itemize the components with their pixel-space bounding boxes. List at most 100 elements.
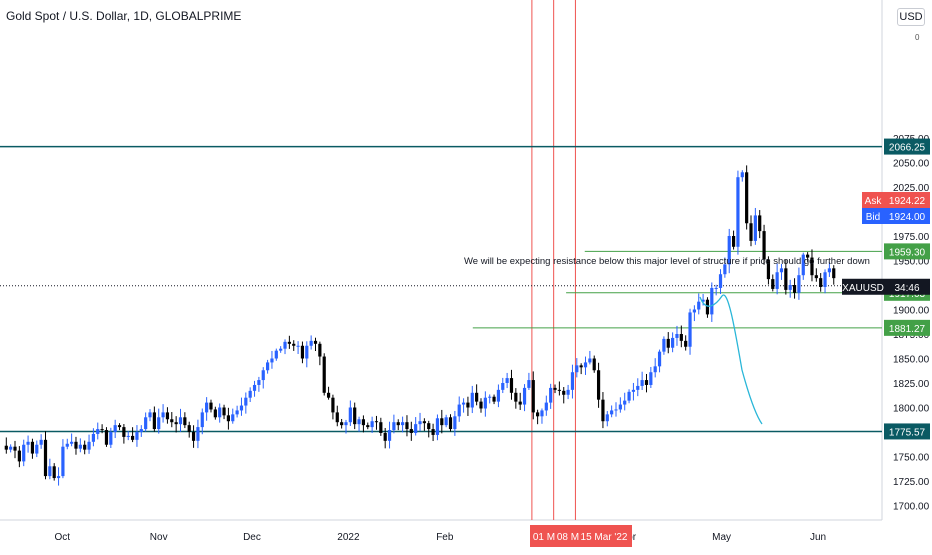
candle [540, 410, 544, 417]
candle [383, 432, 387, 441]
candle [553, 387, 557, 390]
candle [87, 441, 91, 450]
structure-price-tag [884, 319, 930, 336]
candle [657, 351, 662, 367]
candle [684, 340, 688, 347]
x-tick-label: Dec [243, 532, 261, 543]
candle [470, 392, 474, 408]
candle [39, 439, 43, 445]
level-price-tag [884, 423, 930, 440]
candle [318, 343, 322, 357]
candle [701, 299, 705, 302]
candle [26, 441, 30, 445]
bid-label: Bid [866, 212, 880, 223]
candle [810, 257, 814, 276]
candle [631, 389, 636, 392]
y-tick-label: 1750.00 [893, 453, 930, 464]
candle [653, 366, 657, 373]
candle [187, 425, 191, 432]
candle [623, 400, 627, 405]
candle [283, 341, 287, 349]
candle [488, 396, 492, 398]
candle [662, 338, 666, 352]
candle [61, 446, 65, 477]
candle [566, 389, 570, 395]
candle [531, 380, 535, 413]
candle [252, 384, 257, 391]
date-marker-label: 08 M [557, 532, 579, 543]
candle [557, 389, 561, 391]
candle [688, 312, 692, 347]
candle [113, 425, 117, 432]
structure-price-tag [884, 243, 930, 260]
candle [231, 414, 235, 422]
y-tick-label: 1950.00 [893, 257, 930, 268]
candle [422, 421, 426, 424]
candle [257, 380, 261, 385]
candle [157, 417, 161, 430]
candle [183, 417, 187, 426]
candle [387, 430, 392, 441]
candle [161, 412, 165, 418]
candle [431, 429, 435, 435]
candle [305, 345, 309, 359]
currency-selector[interactable]: USD [897, 8, 925, 26]
x-tick-label: May [712, 532, 731, 543]
level-price-tag [884, 138, 930, 155]
candle [610, 410, 614, 415]
candle [710, 287, 714, 315]
candle [675, 334, 679, 338]
candle [239, 405, 244, 411]
candle [723, 264, 727, 275]
ask-price: 1924.22 [889, 196, 926, 207]
y-tick-label: 1975.00 [893, 232, 930, 243]
candle [448, 417, 453, 430]
candle [17, 450, 21, 462]
candle [806, 254, 810, 258]
candle [801, 254, 805, 276]
candle [627, 391, 631, 401]
candle [91, 433, 95, 442]
candle [605, 414, 609, 422]
ask-label-tag [862, 192, 884, 208]
candle [366, 425, 370, 428]
candle [518, 401, 522, 405]
candle [270, 358, 274, 363]
candle [326, 392, 331, 398]
y-tick-label: 1700.00 [893, 502, 930, 513]
candle [583, 362, 588, 368]
candle [109, 432, 113, 445]
candle [261, 370, 265, 381]
candle [235, 410, 239, 415]
candle [461, 402, 466, 405]
y-tick-label: 2025.00 [893, 183, 930, 194]
candle [570, 372, 575, 390]
candle [792, 285, 797, 293]
candle [30, 441, 35, 454]
candle [731, 236, 736, 247]
y-tick-label: 1825.00 [893, 379, 930, 390]
candle [244, 397, 248, 406]
scale-mode-label[interactable]: 0 [915, 33, 920, 42]
candle [453, 416, 457, 430]
candle [226, 415, 231, 422]
candle [379, 422, 383, 433]
candle [70, 441, 74, 444]
candle [788, 285, 792, 290]
candle [35, 444, 39, 454]
candle [4, 445, 8, 450]
candle [509, 378, 514, 393]
candle [130, 435, 135, 440]
candle [100, 429, 104, 431]
x-tick-label: 2022 [337, 532, 360, 543]
candle [514, 392, 518, 402]
candle [440, 418, 444, 426]
candle [727, 236, 731, 265]
candle [296, 345, 300, 347]
candle [152, 412, 156, 430]
candle [65, 443, 69, 447]
candle [457, 404, 461, 417]
candle [762, 231, 766, 260]
